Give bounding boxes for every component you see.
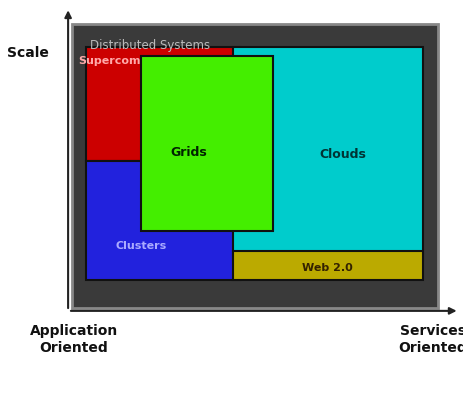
Text: Scale: Scale bbox=[7, 46, 49, 60]
Text: Grids: Grids bbox=[170, 146, 207, 159]
Text: Distributed Systems: Distributed Systems bbox=[90, 39, 210, 52]
Text: Application
Oriented: Application Oriented bbox=[30, 324, 118, 355]
Text: Services
Oriented: Services Oriented bbox=[399, 324, 463, 355]
Bar bbox=[87, 161, 240, 280]
Text: Supercomputers: Supercomputers bbox=[79, 56, 182, 67]
Bar bbox=[233, 251, 423, 280]
Text: Clouds: Clouds bbox=[319, 149, 366, 162]
Text: Web 2.0: Web 2.0 bbox=[302, 263, 353, 273]
Bar bbox=[87, 47, 240, 161]
Bar bbox=[233, 47, 423, 260]
Text: Clusters: Clusters bbox=[116, 241, 167, 251]
Bar bbox=[141, 55, 273, 231]
